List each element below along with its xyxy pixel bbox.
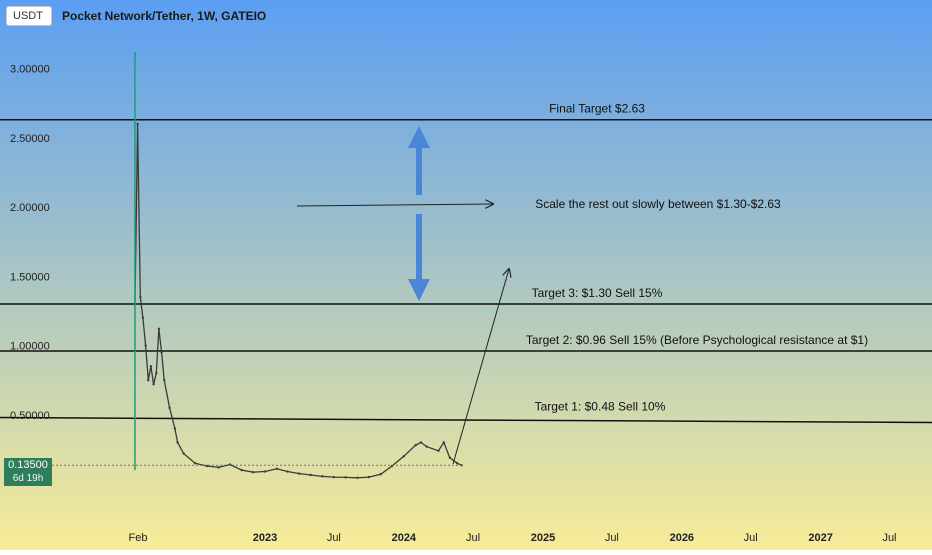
price-point <box>240 468 244 472</box>
price-point <box>414 444 417 447</box>
quote-asset-badge[interactable]: USDT <box>6 6 52 26</box>
price-point <box>344 476 347 479</box>
price-point <box>152 383 155 386</box>
price-point <box>147 378 150 382</box>
price-point <box>419 441 423 444</box>
x-tick-label: Jul <box>882 532 896 544</box>
bar-countdown: 6d 19h <box>12 473 44 484</box>
price-point <box>173 427 177 430</box>
chart-header: USDT Pocket Network/Tether, 1W, GATEIO <box>6 4 266 28</box>
target-level-label: Target 1: $0.48 Sell 10% <box>535 400 666 414</box>
target-level-label: Target 2: $0.96 Sell 15% (Before Psychol… <box>526 333 868 347</box>
price-point <box>160 351 163 354</box>
price-point <box>149 365 153 368</box>
price-point <box>356 476 359 479</box>
x-tick-label: 2023 <box>253 532 277 544</box>
y-tick-label: 2.00000 <box>10 202 50 214</box>
x-tick-label: Jul <box>744 532 758 544</box>
x-tick-label: 2027 <box>808 532 832 544</box>
price-point <box>379 473 382 476</box>
price-point <box>286 470 289 473</box>
price-point <box>139 295 142 299</box>
price-point <box>367 475 371 479</box>
price-point <box>141 316 145 319</box>
price-point <box>182 452 185 455</box>
x-tick-label: Jul <box>605 532 619 544</box>
price-point <box>155 372 158 375</box>
price-point <box>176 441 179 444</box>
price-point <box>263 470 267 473</box>
scale-out-arrow <box>296 204 493 206</box>
price-point <box>205 464 209 468</box>
x-tick-label: 2026 <box>670 532 694 544</box>
price-point <box>136 122 139 126</box>
scale-out-note: Scale the rest out slowly between $1.30-… <box>535 197 781 211</box>
y-tick-label: 1.50000 <box>10 271 50 283</box>
y-tick-label: 0.50000 <box>10 410 50 422</box>
price-point <box>309 473 312 477</box>
price-point <box>298 472 301 475</box>
x-tick-label: Jul <box>327 532 341 544</box>
price-point <box>144 344 147 347</box>
price-point <box>168 406 171 410</box>
target-level-label: Final Target $2.63 <box>549 102 645 116</box>
symbol-title[interactable]: Pocket Network/Tether, 1W, GATEIO <box>62 9 267 23</box>
price-point <box>321 475 324 478</box>
y-tick-label: 3.00000 <box>10 64 50 76</box>
price-point <box>332 475 336 479</box>
x-tick-label: 2025 <box>531 532 555 544</box>
price-point <box>448 456 452 459</box>
current-price-badge: 0.13500 6d 19h <box>4 458 52 486</box>
price-point <box>163 378 166 382</box>
up-arrow-head <box>408 126 430 148</box>
price-point <box>442 441 445 444</box>
down-arrow-head <box>408 279 430 301</box>
price-point <box>455 462 459 465</box>
price-point <box>425 445 428 448</box>
price-point <box>193 462 197 465</box>
price-point <box>402 455 406 458</box>
y-tick-label: 2.50000 <box>10 133 50 145</box>
target-level-label: Target 3: $1.30 Sell 15% <box>532 286 663 300</box>
y-tick-label: 1.00000 <box>10 341 50 353</box>
price-point <box>217 466 220 469</box>
projection-arrow <box>452 269 509 465</box>
x-tick-label: Feb <box>129 532 148 544</box>
price-point <box>275 467 279 470</box>
price-point <box>437 449 440 452</box>
current-price-value: 0.13500 <box>8 459 48 471</box>
x-tick-label: 2024 <box>392 532 417 544</box>
price-point <box>252 471 255 474</box>
x-tick-label: Jul <box>466 532 480 544</box>
price-point <box>157 327 161 331</box>
